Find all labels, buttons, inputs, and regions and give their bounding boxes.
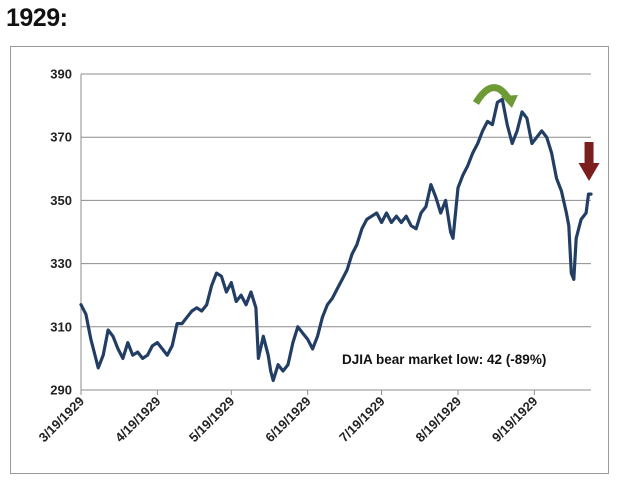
- x-tick-label: 4/19/1929: [112, 394, 164, 446]
- chart-annotation: DJIA bear market low: 42 (-89%): [342, 352, 546, 367]
- x-tick-label: 7/19/1929: [336, 394, 388, 446]
- y-tick-labels: 290 310 330 350 370 390: [50, 67, 72, 398]
- y-tick-label: 310: [50, 319, 72, 334]
- x-tick-label: 6/19/1929: [262, 394, 314, 446]
- chart-frame: 290 310 330 350 370 390 3/19/1929 4/19/1929 5/1…: [10, 46, 609, 474]
- page-title: 1929:: [6, 4, 68, 32]
- curved-arrow-icon: [472, 84, 518, 108]
- line-chart: 290 310 330 350 370 390 3/19/1929 4/19/1929 5/1…: [36, 67, 600, 446]
- axes: [80, 74, 591, 391]
- x-tick-label: 9/19/1929: [489, 394, 541, 446]
- y-tick-label: 370: [50, 130, 72, 145]
- x-tick-label: 5/19/1929: [186, 394, 238, 446]
- y-tick-label: 330: [50, 256, 72, 271]
- series-line: [79, 97, 593, 383]
- x-tick-label: 3/19/1929: [36, 394, 88, 446]
- markers: [472, 84, 600, 181]
- y-tick-label: 390: [50, 67, 72, 82]
- y-tick-label: 290: [50, 383, 72, 398]
- x-tick-label: 8/19/1929: [413, 394, 465, 446]
- down-arrow-icon: [578, 142, 600, 181]
- y-tick-label: 350: [50, 193, 72, 208]
- x-tick-labels: 3/19/1929 4/19/1929 5/19/1929 6/19/1929 7/19…: [36, 390, 541, 446]
